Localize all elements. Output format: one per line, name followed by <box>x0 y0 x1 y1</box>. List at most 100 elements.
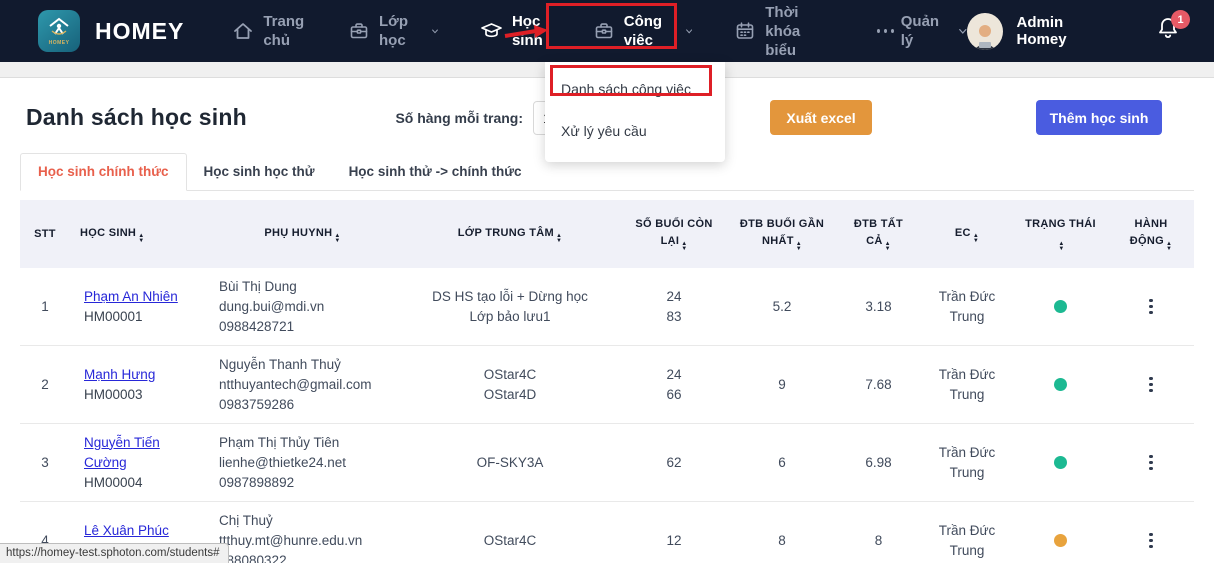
cell-status <box>1013 372 1108 397</box>
student-name-link[interactable]: Lê Xuân Phúc <box>84 522 169 538</box>
cell-parent: Phạm Thị Thủy Tiên lienhe@thietke24.net … <box>205 427 400 499</box>
parent-email: ntthuyantech@gmail.com <box>219 376 372 392</box>
cell-class: OStar4C <box>400 525 620 557</box>
sort-icon[interactable] <box>681 242 687 252</box>
students-table: STT HỌC SINH PHỤ HUYNH LỚP TRUNG TÂM SỐ … <box>20 200 1194 563</box>
nav-item-lop-hoc[interactable]: Lớp học <box>348 12 438 50</box>
homey-logo[interactable]: HOMEY <box>38 10 80 52</box>
cell-student: Phạm An Nhiên HM00001 <box>70 281 205 333</box>
col-header-so-buoi-con-lai: SỐ BUỔI CÒN LẠI <box>620 216 728 252</box>
nav-item-label: Công việc <box>623 13 663 49</box>
kebab-menu-icon[interactable] <box>1141 295 1161 319</box>
notification-bell[interactable]: 1 <box>1155 10 1190 48</box>
brand-name: HOMEY <box>95 17 185 44</box>
student-code: HM00004 <box>84 474 143 490</box>
col-header-dtb-buoi-gan-nhat: ĐTB BUỔI GẦN NHẤT <box>728 216 836 252</box>
class-line: OStar4C <box>483 366 537 382</box>
nav-item-trang-chu[interactable]: Trang chủ <box>232 12 306 50</box>
sort-icon[interactable] <box>796 242 802 252</box>
cell-class: OF-SKY3A <box>400 447 620 479</box>
parent-phone: 988080322 <box>219 552 287 563</box>
calendar-icon <box>734 20 756 42</box>
cell-dtb-all: 6.98 <box>865 454 892 470</box>
user-name[interactable]: Admin Homey <box>1016 14 1067 48</box>
kebab-menu-icon[interactable] <box>1141 451 1161 475</box>
cell-class: DS HS tạo lỗi + Dừng học Lớp bảo lưu1 <box>400 281 620 333</box>
cell-student: Nguyễn Tiến Cường HM00004 <box>70 427 205 499</box>
cell-parent: Nguyễn Thanh Thuỷ ntthuyantech@gmail.com… <box>205 349 400 421</box>
cell-status <box>1013 294 1108 319</box>
avatar-image <box>973 24 996 50</box>
sort-icon[interactable] <box>1166 242 1172 252</box>
col-header-ec: EC <box>921 225 1013 244</box>
rows-per-page-label: Số hàng mỗi trang: <box>395 109 523 126</box>
cell-ec: Trần Đức Trung <box>938 288 996 324</box>
nav-item-cong-viec[interactable]: Công việc <box>593 12 693 50</box>
nav-item-label: Lớp học <box>379 13 409 49</box>
dropdown-item-danh-sach-cong-viec[interactable]: Danh sách công việc <box>561 81 691 97</box>
cell-actions <box>1108 289 1194 325</box>
nav-item-quan-ly[interactable]: Quản lý <box>876 12 967 50</box>
export-excel-button[interactable]: Xuất excel <box>770 100 872 135</box>
sessions-line: 62 <box>666 454 682 470</box>
kebab-menu-icon[interactable] <box>1141 529 1161 553</box>
graduation-cap-icon <box>480 20 503 42</box>
parent-name: Bùi Thị Dung <box>219 278 297 294</box>
kebab-menu-icon[interactable] <box>1141 373 1161 397</box>
nav-items: Trang chủ Lớp học Học sinh Công việ <box>232 3 967 60</box>
ellipsis-icon <box>876 29 880 33</box>
briefcase-icon <box>348 20 370 42</box>
table-header-row: STT HỌC SINH PHỤ HUYNH LỚP TRUNG TÂM SỐ … <box>20 200 1194 268</box>
cell-sessions-left: 24 66 <box>620 359 728 411</box>
cell-dtb-recent: 5.2 <box>772 298 792 314</box>
cell-ec: Trần Đức Trung <box>938 366 996 402</box>
chevron-down-icon <box>959 28 967 34</box>
nav-item-label: Quản lý <box>900 13 940 49</box>
tab-hoc-sinh-hoc-thu[interactable]: Học sinh học thử <box>203 164 315 179</box>
student-name-link[interactable]: Phạm An Nhiên <box>84 288 178 304</box>
sort-icon[interactable] <box>556 234 562 244</box>
status-dot <box>1054 378 1067 391</box>
student-name-link[interactable]: Mạnh Hưng <box>84 366 156 382</box>
parent-phone: 0983759286 <box>219 396 295 412</box>
sessions-line: 24 <box>666 366 682 382</box>
col-header-stt: STT <box>34 227 56 240</box>
student-name-link[interactable]: Nguyễn Tiến Cường <box>84 434 160 470</box>
sort-icon[interactable] <box>973 234 979 244</box>
sessions-line: 83 <box>666 308 682 324</box>
link-preview-statusbar: https://homey-test.sphoton.com/students# <box>0 543 229 563</box>
cell-stt: 4 <box>41 532 49 548</box>
tab-hoc-sinh-thu-chinh-thuc[interactable]: Học sinh thử -> chính thức <box>348 164 522 179</box>
sort-icon[interactable] <box>885 242 891 252</box>
cell-dtb-all: 3.18 <box>865 298 892 314</box>
nav-item-label: Thời khóa biểu <box>765 3 801 59</box>
tab-hoc-sinh-chinh-thuc[interactable]: Học sinh chính thức <box>20 153 187 191</box>
top-nav: HOMEY HOMEY Trang chủ Lớp học <box>0 0 1214 62</box>
sort-icon[interactable] <box>1058 242 1064 252</box>
student-code: HM00001 <box>84 308 143 324</box>
cell-ec: Trần Đức Trung <box>938 522 996 558</box>
cell-actions <box>1108 523 1194 559</box>
nav-item-thoi-khoa-bieu[interactable]: Thời khóa biểu <box>734 3 834 60</box>
cell-dtb-recent: 6 <box>778 454 786 470</box>
class-line: DS HS tạo lỗi + Dừng học <box>432 288 588 304</box>
annotation-arrow-icon <box>504 25 548 38</box>
nav-item-hoc-sinh[interactable]: Học sinh <box>480 12 551 50</box>
cell-dtb-all: 8 <box>874 532 883 548</box>
parent-phone: 0987898892 <box>219 474 295 490</box>
parent-phone: 0988428721 <box>219 318 295 334</box>
col-header-hanh-dong: HÀNH ĐỘNG <box>1108 216 1194 252</box>
class-line: OStar4D <box>483 386 537 402</box>
sort-icon[interactable] <box>334 234 340 244</box>
dropdown-item-xu-ly-yeu-cau[interactable]: Xử lý yêu cầu <box>561 123 647 139</box>
sessions-line: 66 <box>666 386 682 402</box>
sessions-line: 12 <box>666 532 682 548</box>
col-header-hoc-sinh: HỌC SINH <box>70 225 205 244</box>
status-dot <box>1054 534 1067 547</box>
parent-name: Phạm Thị Thủy Tiên <box>219 434 340 450</box>
add-student-button[interactable]: Thêm học sinh <box>1036 100 1162 135</box>
col-header-lop-trung-tam: LỚP TRUNG TÂM <box>400 225 620 244</box>
class-line: OStar4C <box>483 532 537 548</box>
avatar[interactable] <box>967 12 1003 50</box>
sort-icon[interactable] <box>138 234 144 244</box>
